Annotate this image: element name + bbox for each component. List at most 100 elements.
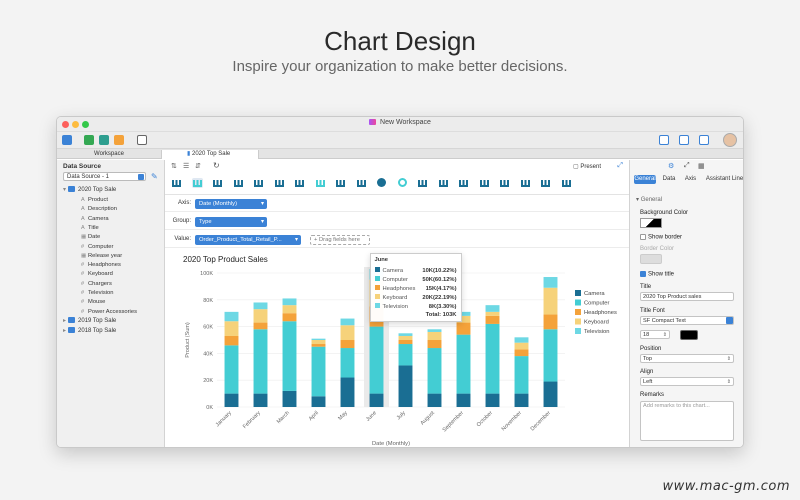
zoom-window-button[interactable] — [82, 121, 89, 128]
group-shelf: Group: Type ▾ — [165, 213, 629, 230]
tooltip-series-name: Headphones — [382, 286, 416, 292]
close-window-button[interactable] — [62, 121, 69, 128]
tree-field[interactable]: A Description — [81, 205, 117, 214]
tree-field[interactable]: # Television — [81, 289, 113, 298]
bar-segment — [456, 334, 471, 394]
show-title-checkbox[interactable]: Show title — [640, 271, 674, 278]
tree-field[interactable]: # Power Accessories — [81, 308, 137, 317]
order-icon[interactable]: ⇵ — [195, 163, 201, 170]
drag-fields-dropzone[interactable]: + Drag fields here — [310, 235, 370, 245]
filter-chart-icon[interactable] — [561, 178, 572, 188]
scatter-chart-icon[interactable] — [417, 178, 428, 188]
border-color-swatch[interactable] — [640, 254, 662, 264]
tree-field[interactable]: # Mouse — [81, 298, 105, 307]
combo-chart-icon[interactable] — [315, 178, 326, 188]
line-chart-icon[interactable] — [253, 178, 264, 188]
pivot-table-icon[interactable] — [520, 178, 531, 188]
background-color-swatch[interactable] — [640, 218, 662, 228]
tree-field-label: Headphones — [88, 262, 121, 269]
donut-chart-icon[interactable] — [397, 178, 408, 188]
layout-icon[interactable]: ▦ — [698, 163, 705, 170]
table-icon[interactable] — [540, 178, 551, 188]
tree-field-label: Camera — [88, 215, 109, 222]
tab-2020-top-sale[interactable]: ▮ 2020 Top Sale — [161, 150, 259, 159]
align-select[interactable]: Left ⇕ — [640, 377, 734, 386]
bar-line-icon[interactable] — [335, 178, 346, 188]
tree-field[interactable]: # Headphones — [81, 261, 121, 270]
properties-tab-general[interactable]: General — [634, 175, 656, 184]
tree-field[interactable]: # Keyboard — [81, 270, 113, 279]
bar-segment — [398, 365, 413, 407]
properties-tab-assistant-line[interactable]: Assistant Line — [705, 176, 744, 182]
tree-field[interactable]: A Product — [81, 196, 108, 205]
pie-chart-icon[interactable] — [376, 178, 387, 188]
tree-group-2[interactable]: ▸ 2018 Top Sale — [63, 327, 116, 336]
duplicate-icon[interactable] — [137, 135, 147, 145]
tree-field[interactable]: ▦ Release year — [81, 252, 122, 261]
tab-workspace[interactable]: Workspace — [94, 151, 124, 157]
refresh-icon[interactable]: ↻ — [213, 161, 220, 170]
tree-field[interactable]: # Computer — [81, 243, 113, 252]
table-icon — [68, 327, 76, 334]
add-sheet-icon[interactable] — [84, 135, 94, 145]
title-bar: New Workspace — [57, 117, 743, 132]
tree-field[interactable]: # Chargers — [81, 280, 112, 289]
save-icon[interactable] — [62, 135, 72, 145]
toggle-left-panel-icon[interactable] — [659, 135, 669, 145]
show-border-checkbox[interactable]: Show border — [640, 234, 682, 241]
bar-segment — [427, 331, 442, 340]
present-button[interactable]: ▢ Present — [572, 164, 601, 170]
add-chart-icon[interactable] — [99, 135, 109, 145]
chart-type-toolbar: ⇅ ☰ ⇵ ↻ ▢ Present ⤢ — [165, 160, 629, 195]
tree-field[interactable]: A Camera — [81, 215, 109, 224]
stacked-bar-icon[interactable] — [212, 178, 223, 188]
tree-field-label: Mouse — [88, 299, 106, 306]
bar-segment — [224, 335, 239, 346]
horizontal-bar-icon[interactable] — [233, 178, 244, 188]
bullet-chart-icon[interactable] — [479, 178, 490, 188]
position-select[interactable]: Top ⇕ — [640, 354, 734, 363]
value-field-pill[interactable]: Order_Product_Total_Retail_P... ▾ — [195, 235, 301, 245]
properties-tab-axis[interactable]: Axis — [684, 176, 697, 182]
expand-icon[interactable]: ⤢ — [684, 162, 690, 169]
axis-field-pill[interactable]: Date (Monthly) ▾ — [195, 199, 267, 209]
stacked-area-icon[interactable] — [294, 178, 305, 188]
funnel-chart-icon[interactable] — [356, 178, 367, 188]
number-field-icon: # — [81, 290, 85, 296]
tree-group-1[interactable]: ▸ 2019 Top Sale — [63, 317, 116, 326]
data-source-select[interactable]: Data Source - 1 — [63, 172, 146, 181]
properties-tab-data[interactable]: Data — [662, 176, 676, 182]
add-image-icon[interactable] — [114, 135, 124, 145]
area-chart-icon[interactable] — [274, 178, 285, 188]
remarks-textarea[interactable]: Add remarks to this chart... — [640, 401, 734, 441]
fullscreen-icon[interactable]: ⤢ — [617, 162, 623, 169]
bar-segment — [253, 329, 268, 394]
group-field-pill[interactable]: Type ▾ — [195, 217, 267, 227]
bar-chart-icon[interactable] — [171, 178, 182, 188]
chevron-down-icon: ▾ — [260, 201, 264, 207]
tree-field[interactable]: ▦ Date — [81, 233, 100, 242]
title-color-swatch[interactable] — [680, 330, 698, 340]
minimize-window-button[interactable] — [72, 121, 79, 128]
trend-line-icon[interactable] — [499, 178, 510, 188]
toggle-bottom-panel-icon[interactable] — [679, 135, 689, 145]
filter-icon[interactable]: ☰ — [183, 163, 190, 170]
font-size-stepper[interactable]: 18 ⇕ — [640, 330, 670, 339]
heatmap-icon[interactable] — [438, 178, 449, 188]
edit-icon[interactable]: ✎ — [151, 172, 158, 181]
tree-group-0[interactable]: ▾ 2020 Top Sale — [63, 186, 116, 195]
toggle-right-panel-icon[interactable] — [699, 135, 709, 145]
tree-field[interactable]: A Title — [81, 224, 99, 233]
number-card-icon[interactable] — [458, 178, 469, 188]
sort-icon[interactable]: ⇅ — [171, 163, 177, 170]
tooltip-row: Camera 10K(10.22%) — [374, 266, 457, 275]
bar-segment — [514, 393, 529, 407]
bar-segment — [427, 348, 442, 394]
chevron-updown-icon: ⇕ — [726, 356, 731, 362]
title-input[interactable]: 2020 Top Product sales — [640, 292, 734, 301]
title-font-select[interactable]: SF Compact Text — [640, 316, 734, 325]
settings-icon[interactable]: ⚙ — [668, 163, 675, 170]
bar-segment — [514, 337, 529, 343]
grouped-bar-icon[interactable] — [191, 178, 203, 188]
user-avatar[interactable] — [723, 133, 737, 147]
